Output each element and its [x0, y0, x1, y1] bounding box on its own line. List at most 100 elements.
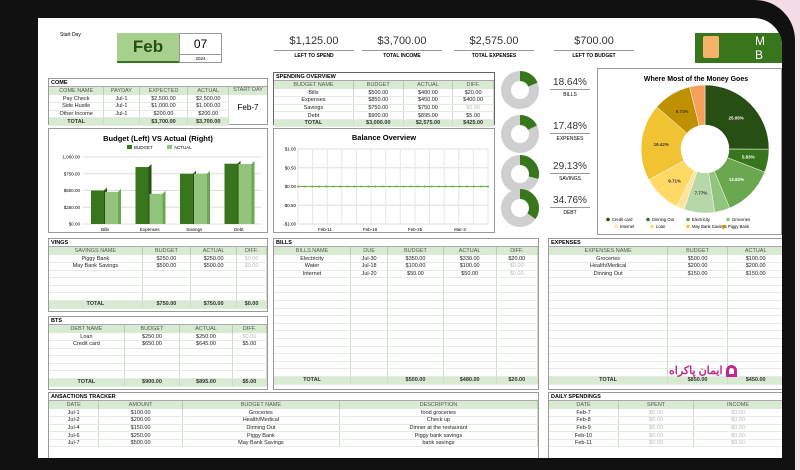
day-field[interactable]: 07 — [179, 33, 222, 55]
legend-label: BUDGET — [134, 145, 153, 150]
data-point — [416, 185, 419, 188]
table-cell — [496, 330, 539, 340]
table-cell — [443, 277, 497, 286]
table-cell: Piggy Bank — [182, 431, 340, 440]
y-tick-label: -$0.50 — [283, 203, 296, 208]
table-row — [549, 353, 782, 362]
donut-bills — [501, 71, 539, 109]
y-tick-label: $250.00 — [64, 205, 81, 210]
table-cell — [496, 308, 539, 317]
savings-table: SAVINGS NAME BUDGET ACTUAL DIFF. Piggy Bank $… — [49, 247, 267, 309]
table-cell — [667, 338, 728, 347]
table-row — [274, 277, 539, 286]
table-cell — [496, 346, 539, 355]
table-cell: Bills — [274, 89, 354, 98]
column-header: COME NAME — [49, 87, 105, 95]
table-cell — [667, 285, 728, 294]
daily-table: DATE SPENT INCOME Feb-7 $0.00 $0.00 Feb-8 $0.00… — [549, 401, 782, 448]
table-cell — [350, 346, 389, 355]
table-cell — [549, 292, 669, 302]
table-cell: $200.00 — [98, 416, 183, 425]
table-cell — [274, 353, 351, 362]
table-cell — [443, 361, 497, 370]
year-field[interactable]: 2024 — [179, 55, 222, 63]
table-cell: Health/Medical — [549, 262, 669, 271]
column-header: INCOME — [693, 401, 782, 409]
data-point — [444, 185, 447, 188]
watermark-logo-icon — [725, 364, 737, 377]
table-row: Side Hustle Jul-1 $1,000.00 $1,000.00 — [49, 102, 229, 111]
table-cell: Groceries — [549, 255, 669, 264]
savings-panel: VINGS SAVINGS NAME BUDGET ACTUAL DIFF. Piggy … — [48, 238, 268, 312]
table-cell: food groceries — [339, 409, 539, 418]
total-row: TOTAL $850.00 $450.00 — [549, 376, 782, 385]
table-cell — [727, 338, 782, 347]
table-cell — [727, 308, 782, 317]
data-point — [332, 185, 335, 188]
stat-label: TOTAL EXPENSES — [454, 50, 534, 59]
logo-text: M — [755, 34, 765, 48]
table-row — [274, 330, 539, 340]
slice-label: 19.42% — [654, 142, 669, 147]
legend-swatch — [686, 224, 690, 229]
table-row: Other Income Jul-1 $200.00 $200.00 — [49, 110, 229, 119]
data-point — [374, 185, 377, 188]
start-day-label: Start Day — [60, 32, 81, 38]
table-row: Feb-11 $0.00 $0.00 — [549, 439, 782, 448]
table-cell: $250.00 — [179, 333, 233, 342]
total-cell: $0.00 — [236, 300, 267, 309]
legend-swatch — [686, 217, 690, 222]
y-tick-label: $750.00 — [64, 171, 81, 176]
slice-label: 9.71% — [676, 109, 689, 114]
chart-title: Balance Overview — [352, 133, 416, 142]
table-cell: Jul-2 — [49, 416, 100, 425]
x-tick-label: Savings — [186, 227, 203, 232]
table-cell: Jul-18 — [350, 262, 389, 271]
table-row: Water Jul-18 $100.00 $100.00 $0.00 — [274, 262, 539, 271]
table-cell: $400.00 — [452, 96, 494, 105]
legend-swatch — [646, 217, 650, 222]
bar-actual — [194, 173, 207, 224]
total-cell: $3,000.00 — [353, 119, 404, 128]
data-point — [472, 185, 475, 188]
table-row — [49, 348, 268, 357]
table-cell — [387, 300, 444, 309]
table-row: Feb-8 $0.00 $0.00 — [549, 416, 782, 425]
month-selector[interactable]: Feb — [117, 33, 179, 63]
table-cell — [727, 285, 782, 294]
bar-side — [162, 190, 166, 224]
panel-title: DAILY SPENDINGS — [549, 393, 782, 401]
table-cell: Dinning Out — [549, 270, 669, 279]
total-cell: $480.00 — [443, 376, 497, 385]
bar-side — [118, 188, 121, 224]
table-cell — [179, 355, 233, 364]
table-cell — [236, 277, 267, 286]
table-row — [549, 346, 782, 355]
slice-label: 5.83% — [742, 155, 755, 160]
logo-text: B — [755, 48, 764, 62]
table-cell — [387, 315, 444, 324]
legend-swatch — [167, 145, 172, 149]
column-header: ACTUAL — [187, 87, 229, 95]
column-header: ACTUAL — [727, 247, 782, 255]
table-cell: Jul-1 — [49, 409, 100, 418]
balance-overview-chart: Balance Overview -$1.00 -$0.50 $0.00 $0.50 $1… — [273, 128, 495, 233]
table-cell — [190, 285, 238, 294]
table-cell — [387, 330, 444, 340]
table-cell — [496, 338, 539, 347]
table-cell — [350, 277, 389, 286]
panel-title: COME — [49, 79, 267, 87]
donut-fill — [501, 189, 539, 227]
bar-actual — [149, 193, 163, 224]
table-row — [549, 308, 782, 317]
table-cell: $150.00 — [727, 270, 782, 279]
table-cell — [350, 368, 389, 377]
income-table: COME NAME PAYDAY EXPECTED ACTUAL Pay Check Ju… — [49, 87, 229, 126]
table-cell — [49, 270, 143, 279]
header-row: DATE SPENT INCOME — [549, 401, 782, 409]
table-row — [49, 270, 267, 279]
total-cell — [350, 376, 389, 385]
table-row: Jul-4 $150.00 Dinning Out Dinner at the res… — [49, 424, 539, 433]
table-cell: Internet — [274, 270, 351, 279]
column-header: BUDGET — [353, 81, 404, 89]
